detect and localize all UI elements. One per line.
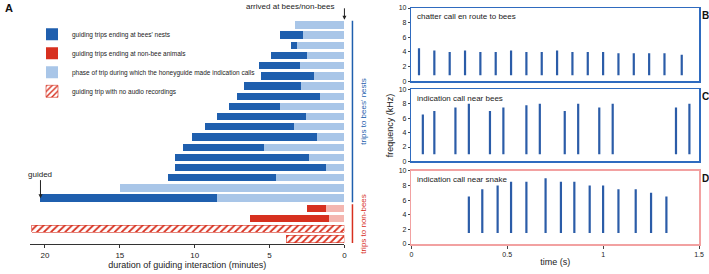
svg-text:10: 10	[399, 167, 407, 174]
svg-text:6: 6	[403, 115, 407, 122]
svg-text:guiding trips ending at bees': guiding trips ending at bees' nests	[72, 31, 171, 39]
svg-text:5: 5	[267, 251, 272, 260]
svg-text:0: 0	[403, 78, 407, 85]
svg-text:trips to bees' nests: trips to bees' nests	[359, 78, 368, 144]
svg-text:chatter call en route to bees: chatter call en route to bees	[417, 12, 516, 21]
svg-text:20: 20	[41, 251, 50, 260]
svg-text:0: 0	[342, 251, 347, 260]
svg-text:1: 1	[601, 251, 605, 258]
svg-text:time (s): time (s)	[540, 257, 570, 267]
svg-text:4: 4	[403, 211, 407, 218]
svg-text:0.5: 0.5	[502, 251, 512, 258]
svg-text:2: 2	[403, 226, 407, 233]
svg-text:8: 8	[403, 19, 407, 26]
svg-text:10: 10	[399, 4, 407, 11]
svg-text:15: 15	[115, 251, 124, 260]
svg-text:arrived at bees/non-bees: arrived at bees/non-bees	[246, 2, 335, 11]
svg-text:0: 0	[409, 251, 413, 258]
svg-text:guiding trip with no audio rec: guiding trip with no audio recordings	[72, 88, 177, 96]
svg-text:guided: guided	[28, 170, 52, 179]
svg-text:A: A	[5, 2, 13, 14]
svg-text:8: 8	[403, 100, 407, 107]
svg-text:frequency (kHz): frequency (kHz)	[385, 94, 395, 158]
svg-text:6: 6	[403, 197, 407, 204]
svg-text:trips to non-bees: trips to non-bees	[359, 194, 368, 254]
svg-text:1.5: 1.5	[694, 251, 704, 258]
svg-text:0: 0	[403, 240, 407, 247]
svg-text:4: 4	[403, 129, 407, 136]
svg-text:0: 0	[403, 158, 407, 165]
svg-text:10: 10	[190, 251, 199, 260]
svg-text:indication call near snake: indication call near snake	[417, 175, 507, 184]
svg-text:2: 2	[403, 143, 407, 150]
svg-text:10: 10	[399, 86, 407, 93]
svg-text:phase of trip during which the: phase of trip during which the honeyguid…	[72, 69, 255, 77]
svg-text:4: 4	[403, 48, 407, 55]
svg-text:B: B	[702, 10, 709, 21]
svg-text:duration of guiding interactio: duration of guiding interaction (minutes…	[108, 260, 266, 270]
svg-text:6: 6	[403, 34, 407, 41]
svg-text:C: C	[702, 91, 709, 102]
svg-text:indication call near bees: indication call near bees	[417, 94, 503, 103]
svg-text:8: 8	[403, 182, 407, 189]
svg-text:guiding trips ending at non-be: guiding trips ending at non-bee animals	[72, 50, 186, 58]
svg-text:2: 2	[403, 63, 407, 70]
svg-text:D: D	[702, 173, 709, 184]
